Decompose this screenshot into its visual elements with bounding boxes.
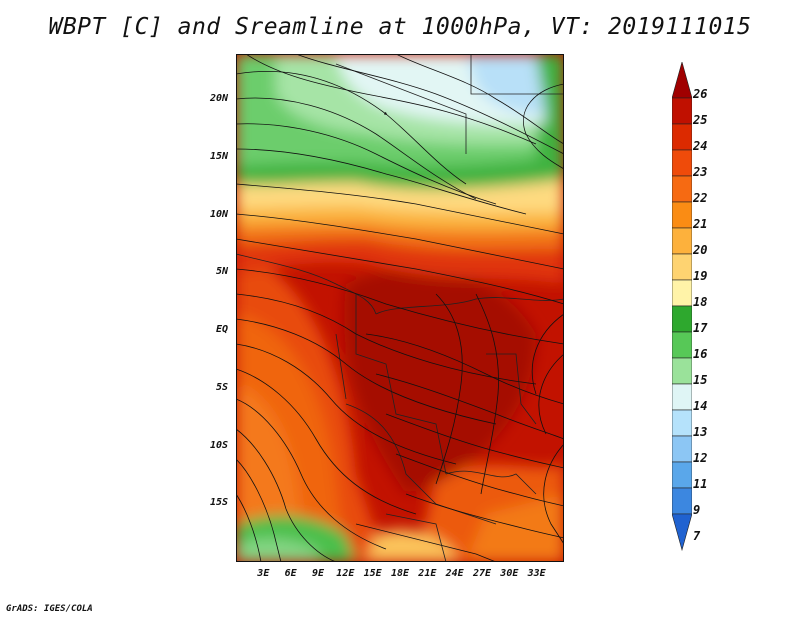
lat-tick-label: EQ — [215, 324, 228, 336]
lon-tick-label: 6E — [284, 568, 297, 579]
lon-tick-label: 27E — [472, 568, 492, 579]
colorbar-label: 15 — [693, 373, 708, 387]
lat-tick-label: 10N — [209, 208, 228, 220]
colorbar-label: 14 — [693, 399, 708, 413]
lat-tick-label: 10S — [209, 439, 228, 451]
lon-tick-label: 24E — [445, 568, 464, 579]
country-borders — [236, 54, 564, 562]
lat-tick-label: 5S — [215, 381, 228, 393]
lon-tick-label: 12E — [336, 568, 355, 579]
colorbar-swatch — [672, 97, 692, 125]
lon-tick-label: 18E — [390, 568, 410, 579]
colorbar-swatch — [672, 357, 692, 385]
colorbar-label: 17 — [693, 321, 708, 335]
colorbar-label: 23 — [693, 165, 708, 179]
colorbar-swatch — [672, 149, 692, 177]
lat-tick-label: 5N — [215, 266, 228, 278]
colorbar-swatch — [672, 461, 692, 489]
lon-tick-label: 3E — [257, 568, 270, 579]
colorbar-label: 25 — [693, 113, 708, 127]
colorbar-swatch — [672, 383, 692, 411]
colorbar-swatch — [672, 253, 692, 281]
colorbar-label: 19 — [693, 269, 708, 283]
lon-tick-label: 21E — [418, 568, 437, 579]
streamlines — [236, 54, 564, 562]
colorbar-label: 22 — [693, 191, 708, 205]
map-title: WBPT [C] and Sreamline at 1000hPa, VT: 2… — [48, 14, 752, 40]
map-panel — [236, 54, 564, 562]
colorbar-label: 18 — [693, 295, 708, 309]
colorbar-label: 13 — [693, 425, 708, 439]
grads-credit: GrADS: IGES/COLA — [6, 604, 93, 614]
colorbar-swatch — [672, 227, 692, 255]
lon-tick-label: 15E — [363, 568, 382, 579]
colorbar-label: 20 — [693, 243, 708, 257]
colorbar-swatch — [672, 201, 692, 229]
colorbar-swatch — [672, 175, 692, 203]
colorbar-swatch — [672, 409, 692, 437]
lat-tick-label: 15N — [209, 150, 228, 162]
colorbar-label: 11 — [693, 477, 708, 491]
colorbar-swatch — [672, 305, 692, 333]
colorbar-label: 21 — [693, 217, 708, 231]
colorbar — [672, 62, 692, 552]
colorbar-top-arrow — [672, 62, 692, 99]
lat-tick-label: 20N — [209, 93, 228, 105]
colorbar-swatch — [672, 123, 692, 151]
colorbar-swatch — [672, 487, 692, 515]
lat-tick-label: 15S — [209, 497, 228, 509]
map-frame — [236, 54, 564, 562]
lon-tick-label: 30E — [500, 568, 519, 579]
colorbar-swatch — [672, 435, 692, 463]
colorbar-label: 7 — [693, 529, 701, 543]
map-field — [236, 54, 564, 562]
wbpt-shading — [236, 54, 564, 562]
lon-tick-label: 33E — [527, 568, 546, 579]
colorbar-label: 12 — [693, 451, 708, 465]
colorbar-label: 9 — [693, 503, 701, 517]
colorbar-label: 26 — [693, 87, 708, 101]
colorbar-swatch — [672, 279, 692, 307]
colorbar-label: 24 — [693, 139, 708, 153]
colorbar-bottom-arrow — [672, 513, 692, 552]
colorbar-swatch — [672, 331, 692, 359]
colorbar-label: 16 — [693, 347, 708, 361]
lon-tick-label: 9E — [311, 568, 325, 579]
